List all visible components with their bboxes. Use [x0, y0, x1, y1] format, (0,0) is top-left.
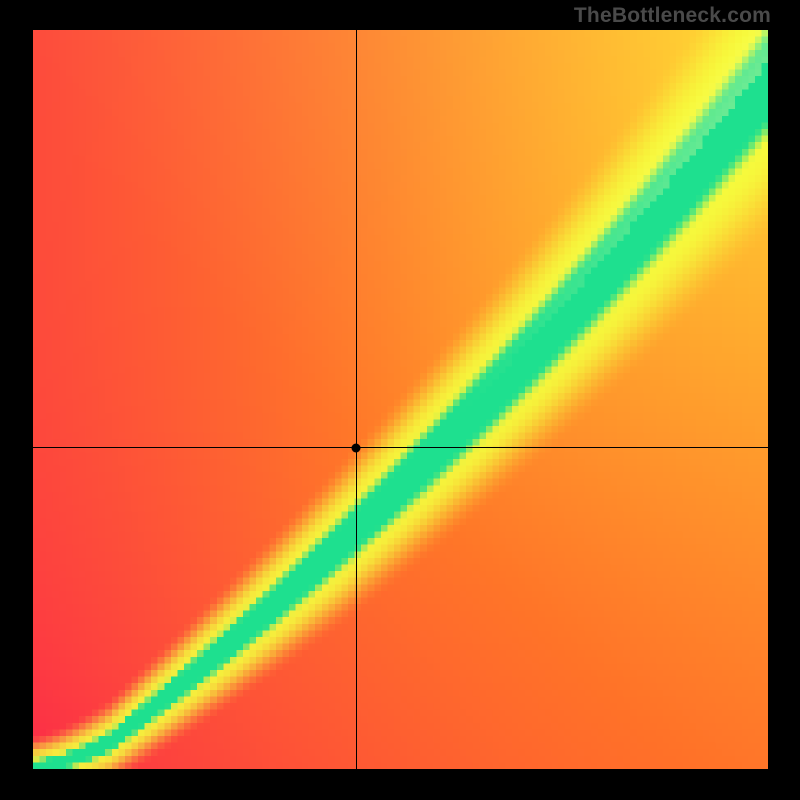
heatmap-canvas — [33, 30, 768, 769]
watermark-text: TheBottleneck.com — [574, 4, 771, 28]
heatmap-plot — [33, 30, 768, 769]
crosshair-marker — [352, 443, 361, 452]
crosshair-vertical — [356, 30, 357, 769]
crosshair-horizontal — [33, 447, 768, 448]
